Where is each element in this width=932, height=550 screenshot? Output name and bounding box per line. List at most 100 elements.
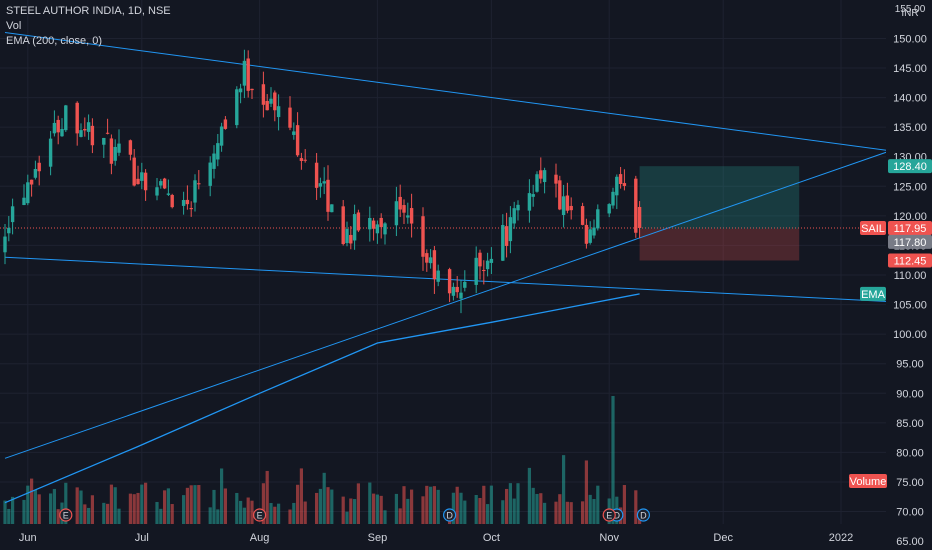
candle[interactable]: [455, 286, 459, 293]
candle[interactable]: [580, 206, 585, 225]
candle[interactable]: [569, 205, 573, 211]
price-axis[interactable]: [886, 0, 932, 550]
candle[interactable]: [341, 206, 345, 245]
candle[interactable]: [463, 281, 467, 288]
candle[interactable]: [216, 143, 220, 160]
candle[interactable]: [7, 227, 11, 234]
candle[interactable]: [143, 172, 148, 191]
candle[interactable]: [193, 180, 197, 203]
candle[interactable]: [326, 179, 330, 212]
candle[interactable]: [371, 220, 376, 229]
candle[interactable]: [504, 226, 509, 246]
candle[interactable]: [512, 208, 516, 224]
candle[interactable]: [56, 119, 60, 133]
candle[interactable]: [276, 106, 281, 118]
candle[interactable]: [208, 162, 212, 186]
candle[interactable]: [86, 122, 91, 132]
event-marker[interactable]: [636, 508, 651, 522]
candle[interactable]: [197, 183, 201, 185]
candle[interactable]: [37, 162, 41, 172]
candle[interactable]: [349, 234, 353, 244]
candle[interactable]: [318, 183, 323, 187]
candle[interactable]: [265, 100, 269, 111]
time-axis[interactable]: [0, 524, 886, 550]
candle[interactable]: [554, 174, 558, 184]
candle[interactable]: [246, 58, 250, 91]
candle[interactable]: [3, 236, 7, 253]
candle[interactable]: [48, 138, 53, 167]
candle[interactable]: [330, 204, 334, 213]
candle[interactable]: [235, 89, 239, 126]
candle[interactable]: [288, 107, 292, 128]
candle[interactable]: [611, 191, 615, 206]
candle[interactable]: [402, 205, 406, 213]
candle[interactable]: [352, 214, 357, 241]
candle[interactable]: [375, 224, 380, 234]
target-zone[interactable]: [639, 166, 800, 229]
candle[interactable]: [166, 193, 171, 195]
candle[interactable]: [531, 194, 535, 197]
ema-line[interactable]: [4, 293, 640, 504]
candle[interactable]: [592, 227, 596, 236]
candle[interactable]: [539, 170, 543, 179]
event-marker[interactable]: [59, 508, 73, 522]
candle[interactable]: [615, 176, 619, 196]
candle[interactable]: [136, 178, 140, 185]
candle[interactable]: [299, 158, 304, 161]
candle[interactable]: [368, 218, 372, 230]
trendline[interactable]: [4, 150, 891, 459]
candle[interactable]: [64, 105, 68, 131]
candle[interactable]: [584, 224, 589, 244]
candle[interactable]: [128, 140, 133, 155]
candle[interactable]: [482, 270, 486, 272]
candle[interactable]: [508, 217, 513, 242]
candle[interactable]: [596, 209, 600, 229]
stop-zone[interactable]: [639, 228, 800, 261]
candle[interactable]: [109, 138, 114, 164]
trendline[interactable]: [4, 256, 891, 303]
candle[interactable]: [140, 172, 144, 181]
candle[interactable]: [212, 153, 216, 169]
candle[interactable]: [474, 257, 478, 285]
candle[interactable]: [394, 201, 399, 226]
candle[interactable]: [637, 206, 642, 228]
candle[interactable]: [398, 196, 402, 210]
candle[interactable]: [105, 132, 110, 134]
candle[interactable]: [345, 228, 349, 244]
candle[interactable]: [181, 200, 186, 206]
candle[interactable]: [90, 125, 95, 146]
candle[interactable]: [52, 122, 57, 134]
candle[interactable]: [618, 174, 623, 184]
candle[interactable]: [558, 180, 562, 210]
candle[interactable]: [303, 159, 307, 161]
candle[interactable]: [269, 98, 273, 104]
candle[interactable]: [60, 128, 64, 137]
candle[interactable]: [83, 128, 87, 131]
candle[interactable]: [535, 174, 539, 192]
candle[interactable]: [516, 204, 520, 211]
event-marker[interactable]: [253, 508, 267, 522]
candle[interactable]: [79, 130, 83, 137]
candle[interactable]: [155, 187, 159, 196]
candle[interactable]: [322, 181, 326, 184]
candle[interactable]: [170, 194, 174, 208]
candle[interactable]: [485, 260, 490, 270]
candle[interactable]: [406, 215, 410, 218]
candle[interactable]: [459, 292, 463, 299]
event-marker[interactable]: [602, 508, 616, 522]
candle[interactable]: [273, 92, 277, 111]
candle[interactable]: [22, 197, 26, 206]
candle[interactable]: [113, 146, 117, 161]
candle[interactable]: [436, 270, 440, 282]
candle[interactable]: [117, 143, 121, 153]
candle[interactable]: [607, 204, 611, 214]
candle[interactable]: [489, 258, 494, 263]
candle[interactable]: [162, 178, 167, 189]
candle[interactable]: [565, 195, 570, 211]
candle[interactable]: [356, 212, 361, 231]
candle[interactable]: [432, 250, 437, 280]
candle[interactable]: [132, 157, 136, 186]
candle[interactable]: [238, 88, 243, 93]
